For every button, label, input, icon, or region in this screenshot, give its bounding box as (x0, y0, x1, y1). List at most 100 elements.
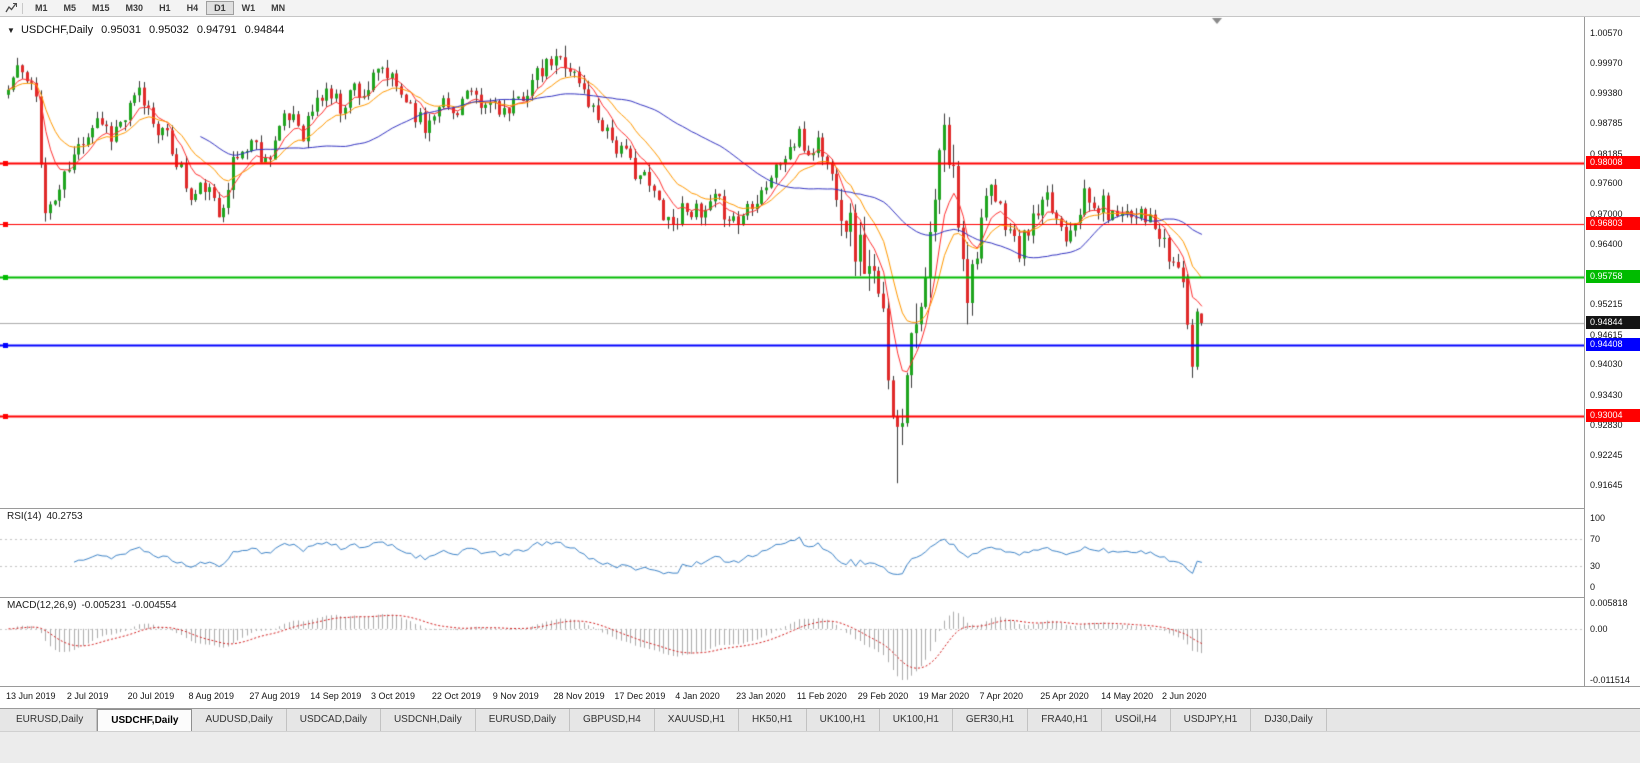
chart-tab-dj30-daily[interactable]: DJ30,Daily (1251, 709, 1327, 731)
macd-label: MACD(12,26,9) (7, 600, 77, 611)
macd-header: MACD(12,26,9) -0.005231 -0.004554 (7, 600, 177, 611)
level-price-badge: 0.95758 (1586, 269, 1640, 283)
chart-tab-fra40-h1[interactable]: FRA40,H1 (1028, 709, 1102, 731)
date-label: 14 May 2020 (1101, 691, 1154, 701)
price-tick-label: 0.98785 (1590, 118, 1623, 129)
date-label: 4 Jan 2020 (675, 691, 720, 701)
chart-tab-usdjpy-h1[interactable]: USDJPY,H1 (1171, 709, 1252, 731)
date-label: 2 Jun 2020 (1161, 691, 1207, 701)
chart-tab-uk100-h1[interactable]: UK100,H1 (807, 709, 880, 731)
chart-symbol-label: USDCHF,Daily (20, 24, 94, 36)
macd-tick-label: 0.005818 (1590, 598, 1628, 608)
chart-title: ▼ USDCHF,Daily 0.95031 0.95032 0.94791 0… (7, 24, 284, 36)
price-tick-label: 0.92830 (1590, 419, 1623, 430)
date-label: 9 Nov 2019 (492, 691, 539, 701)
status-bar (0, 731, 1640, 763)
date-label: 17 Dec 2019 (614, 691, 666, 701)
panel-separator (0, 597, 1640, 598)
macd-signal-value: -0.004554 (131, 600, 177, 611)
price-tick-label: 0.98185 (1590, 148, 1623, 159)
price-tick-label: 0.94615 (1590, 329, 1623, 340)
ohlc-open-value: 0.95031 (101, 24, 141, 36)
timeframe-m30-button[interactable]: M30 (118, 1, 152, 15)
timeframe-h1-button[interactable]: H1 (151, 1, 179, 15)
current-price-badge: 0.94844 (1586, 315, 1640, 329)
chart-tab-eurusd-daily[interactable]: EURUSD,Daily (3, 709, 98, 731)
timeframe-m1-button[interactable]: M1 (27, 1, 56, 15)
price-tick-label: 0.93430 (1590, 389, 1623, 400)
date-label: 8 Aug 2019 (188, 691, 235, 701)
price-tick-label: 0.95215 (1590, 299, 1623, 310)
timeframe-h4-button[interactable]: H4 (179, 1, 207, 15)
date-label: 19 Mar 2020 (918, 691, 970, 701)
ohlc-close-value: 0.94844 (244, 24, 285, 36)
timeframe-buttons: M1 M5 M15 M30 H1 H4 D1 W1 MN (27, 1, 293, 15)
price-tick-label: 0.97600 (1590, 178, 1623, 189)
timeframe-toolbar: M1 M5 M15 M30 H1 H4 D1 W1 MN (0, 0, 1640, 17)
chart-tab-eurusd-daily[interactable]: EURUSD,Daily (476, 709, 570, 731)
chart-tab-ger30-h1[interactable]: GER30,H1 (953, 709, 1029, 731)
date-label: 28 Nov 2019 (553, 691, 605, 701)
price-tick-label: 0.92245 (1590, 449, 1623, 460)
price-tick-label: 1.00570 (1590, 28, 1623, 38)
chart-tab-usoil-h4[interactable]: USOil,H4 (1102, 709, 1171, 731)
level-price-badge: 0.94408 (1586, 338, 1640, 352)
price-tick-label: 0.99380 (1590, 88, 1623, 99)
chart-tab-bar: EURUSD,Daily USDCHF,Daily AUDUSD,Daily USDC… (0, 708, 1640, 731)
rsi-value: 40.2753 (46, 511, 83, 522)
rsi-header: RSI(14) 40.2753 (7, 511, 83, 522)
chart-tab-usdcad-daily[interactable]: USDCAD,Daily (287, 709, 381, 731)
toolbar-separator (22, 2, 23, 14)
chart-tab-xauusd-h1[interactable]: XAUUSD,H1 (655, 709, 740, 731)
date-label: 20 Jul 2019 (127, 691, 175, 701)
ohlc-high-value: 0.95032 (149, 24, 189, 36)
ohlc-low-value: 0.94791 (196, 24, 237, 36)
rsi-label: RSI(14) (7, 511, 42, 522)
price-tick-label: 0.97000 (1590, 208, 1623, 219)
symbol-dropdown-icon[interactable]: ▼ (7, 26, 15, 35)
timeframe-mn-button[interactable]: MN (263, 1, 293, 15)
rsi-indicator-canvas[interactable] (0, 508, 1584, 597)
price-axis[interactable]: 1.00570 0.99970 0.99380 0.98785 0.98185 0.976… (1584, 17, 1640, 686)
level-price-badge: 0.96803 (1586, 216, 1640, 230)
date-label: 2 Jul 2019 (66, 691, 109, 701)
date-label: 23 Jan 2020 (736, 691, 786, 701)
chart-tab-uk100-h1[interactable]: UK100,H1 (880, 709, 953, 731)
level-price-badge: 0.98008 (1586, 155, 1640, 169)
date-label: 25 Apr 2020 (1040, 691, 1089, 701)
timeframe-m15-button[interactable]: M15 (84, 1, 118, 15)
chart-tab-usdcnh-daily[interactable]: USDCNH,Daily (381, 709, 476, 731)
date-label: 14 Sep 2019 (310, 691, 362, 701)
timeframe-m5-button[interactable]: M5 (56, 1, 85, 15)
date-label: 11 Feb 2020 (796, 691, 847, 701)
rsi-tick-label: 0 (1590, 582, 1596, 592)
chart-line-icon[interactable] (3, 1, 20, 15)
panel-separator (0, 508, 1640, 509)
chart-tab-hk50-h1[interactable]: HK50,H1 (739, 709, 807, 731)
date-label: 3 Oct 2019 (371, 691, 416, 701)
macd-indicator-canvas[interactable] (0, 597, 1584, 686)
price-tick-label: 0.99970 (1590, 58, 1623, 69)
chart-tab-audusd-daily[interactable]: AUDUSD,Daily (192, 709, 287, 731)
macd-tick-label: -0.011514 (1590, 675, 1630, 685)
date-label: 7 Apr 2020 (979, 691, 1023, 701)
price-tick-label: 0.94030 (1590, 359, 1623, 370)
price-chart-canvas[interactable] (0, 17, 1584, 508)
timeframe-d1-button[interactable]: D1 (206, 1, 234, 15)
macd-main-value: -0.005231 (81, 600, 127, 611)
rsi-tick-label: 100 (1590, 513, 1606, 523)
chart-window: ▼ USDCHF,Daily 0.95031 0.95032 0.94791 0… (0, 17, 1640, 708)
level-price-badge: 0.93004 (1586, 409, 1640, 423)
rsi-tick-label: 70 (1590, 533, 1601, 544)
price-tick-label: 0.91645 (1590, 480, 1623, 490)
date-axis[interactable]: 13 Jun 2019 2 Jul 2019 20 Jul 2019 8 Aug 20… (0, 687, 1640, 708)
macd-tick-label: 0.00 (1590, 623, 1608, 634)
chart-tab-gbpusd-h4[interactable]: GBPUSD,H4 (570, 709, 655, 731)
price-tick-label: 0.96400 (1590, 239, 1623, 250)
timeframe-w1-button[interactable]: W1 (234, 1, 264, 15)
date-label: 27 Aug 2019 (249, 691, 300, 701)
date-label: 13 Jun 2019 (6, 691, 56, 701)
rsi-tick-label: 30 (1590, 561, 1601, 572)
chart-tab-usdchf-daily[interactable]: USDCHF,Daily (97, 709, 193, 731)
